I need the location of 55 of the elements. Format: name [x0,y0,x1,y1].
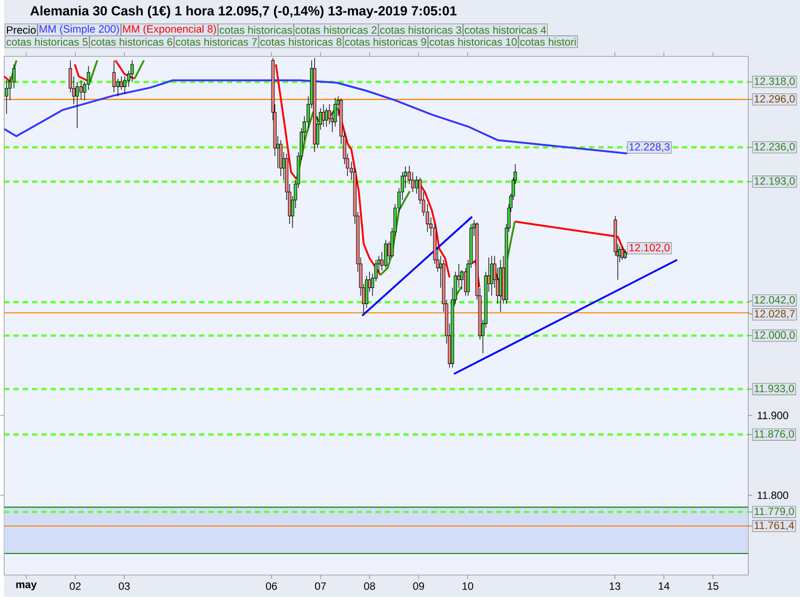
text: Precio [6,26,36,34]
text: cotas historicas [220,26,292,34]
text: cotas historicas 10 [430,38,517,46]
x-tick-label: 14 [658,582,670,590]
candlestick [112,60,116,93]
x-tick-label: 10 [462,582,474,590]
ref-line-label: 12.318,0 [754,78,795,86]
x-tick-label: 02 [70,582,81,590]
x-tick-label: may [16,582,37,590]
candlestick [324,108,328,127]
candlestick [279,140,282,176]
candlestick [624,249,627,260]
text: cotas histori [520,38,576,46]
candlestick [86,66,90,90]
candlestick [426,204,430,232]
text: cotas historicas 6 [91,38,172,46]
x-tick-label: 09 [413,582,424,590]
x-tick-label: 06 [266,582,277,590]
text: cotas historicas 5 [6,38,88,46]
ref-line-label: 12.028,7 [754,310,795,319]
text: cotas historicas 2 [296,26,377,34]
ref-line-label: 11.933,0 [754,384,794,394]
text: MM (Exponencial 8) [123,24,216,35]
ref-line-label: 11.761,4 [754,522,794,530]
y-tick-label: 11.900 [758,412,788,420]
text: cotas historicas 3 [380,26,462,34]
ref-line-label: 12.042,0 [754,296,795,305]
text: cotas historicas 7 [176,38,257,46]
candlestick [79,80,83,100]
x-tick-label: 08 [364,582,375,590]
chart-title: Alemania 30 Cash (1€) 1 hora 12.095,7 (-0,14%) 13-may-2019 7:05:01 [30,6,456,18]
data-label: 12.228,3 [630,143,670,152]
text: MM (Simple 200) [40,24,119,35]
ref-line-label: 12.193,0 [754,177,795,186]
candlestick [620,246,624,260]
ref-line-label: 11.876,0 [754,430,794,440]
line-series [4,79,628,154]
ref-line-label: 12.236,0 [754,143,795,152]
candlestick [123,76,126,94]
y-tick-label: 11.800 [758,492,788,500]
candlestick [130,60,134,82]
ref-line-label: 11.779,0 [754,508,794,516]
candlestick [384,240,388,268]
candlestick [490,256,494,296]
text: cotas historicas 9 [345,38,426,46]
data-label: 12.102,0 [630,244,670,253]
candlestick [120,76,123,90]
text: cotas historicas 8 [260,38,342,46]
x-tick-label: 15 [708,582,718,590]
text: cotas historicas 4 [464,26,546,34]
ref-line-label: 12.000,0 [754,331,795,340]
x-tick-label: 03 [118,582,130,590]
x-tick-label: 07 [315,582,326,590]
x-tick-label: 13 [610,582,620,590]
ref-line-label: 12.296,0 [754,95,795,104]
